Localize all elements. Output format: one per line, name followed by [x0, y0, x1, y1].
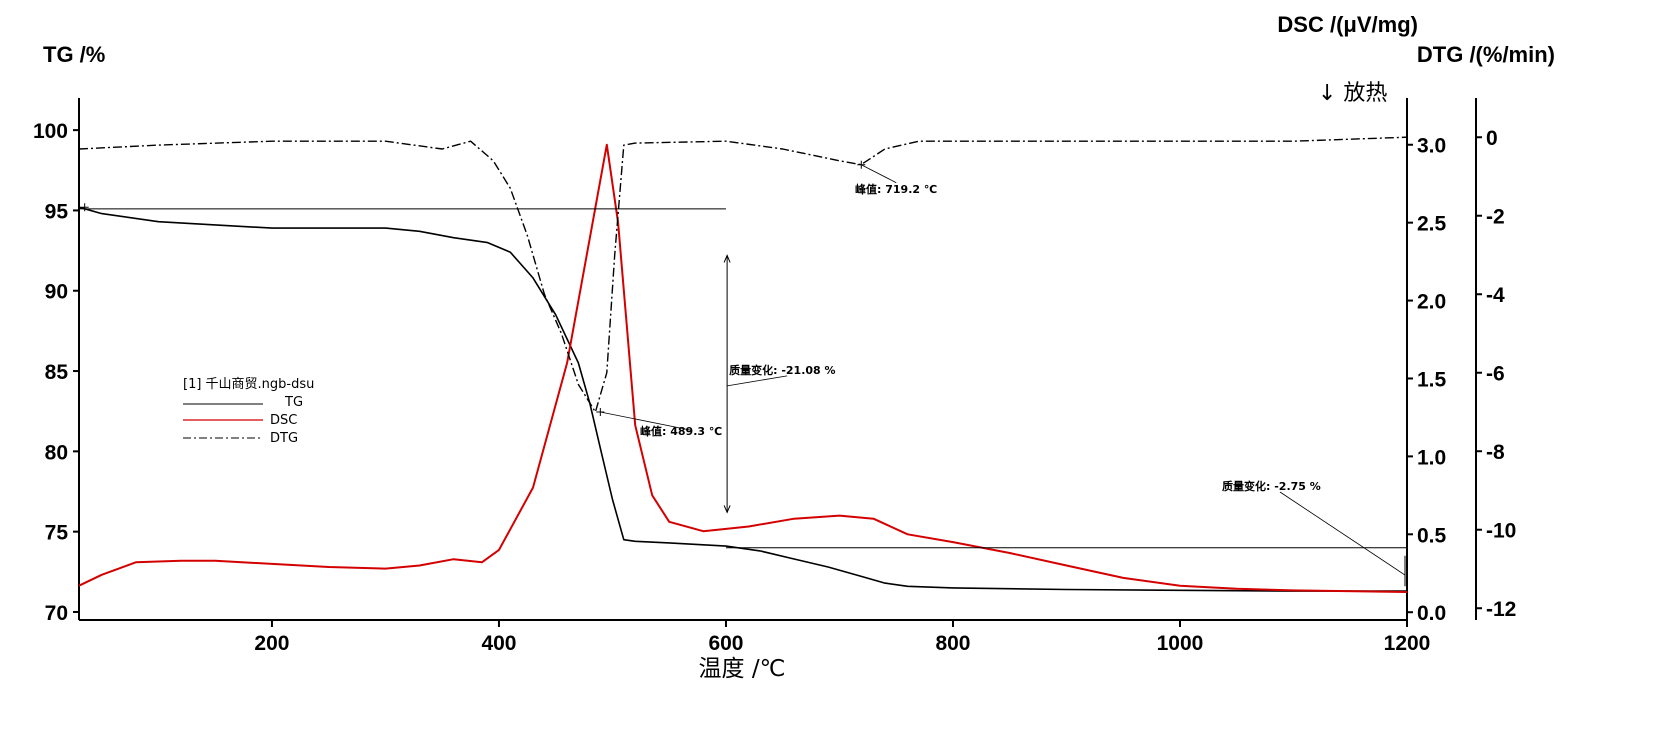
dtg-axis-title: DTG /(%/min)	[1417, 42, 1555, 67]
exotherm-label: ↓ 放热	[1318, 81, 1387, 106]
dtg-tick-label: 0	[1486, 127, 1498, 150]
legend-title: [1] 千山商贸.ngb-dsu	[183, 377, 314, 392]
mass-change-label-2: 质量变化: -2.75 %	[1222, 479, 1321, 493]
tg-tick-label: 80	[45, 441, 68, 464]
dsc-tick-label: 1.5	[1417, 368, 1447, 391]
peak-marker-489	[596, 407, 605, 416]
tg-tick-label: 100	[33, 120, 68, 143]
peak-label-489: 峰值: 489.3 ℃	[640, 424, 722, 438]
x-tick-label: 800	[935, 632, 970, 655]
dtg-tick-label: -12	[1486, 598, 1516, 621]
dsc-axis-title: DSC /(μV/mg)	[1277, 12, 1418, 37]
peak-label-719: 峰值: 719.2 ℃	[855, 182, 937, 196]
dsc-tick-label: 0.0	[1417, 602, 1446, 625]
dtg-tick-label: -10	[1486, 520, 1516, 543]
x-tick-label: 400	[481, 632, 516, 655]
dtg-curve	[78, 136, 1408, 413]
peak-leader-719	[861, 164, 897, 184]
dsc-tick-label: 3.0	[1417, 135, 1446, 158]
legend: [1] 千山商贸.ngb-dsu TG DSC DTG	[183, 377, 314, 446]
tg-tick-label: 95	[45, 200, 69, 223]
dsc-tick-label: 1.0	[1417, 446, 1446, 469]
tg-tick-label: 90	[45, 281, 68, 304]
mass-change-leader-1	[727, 375, 788, 387]
x-tick-label: 1000	[1157, 632, 1204, 655]
tg-start-marker	[80, 203, 89, 212]
dtg-tick-label: -8	[1486, 441, 1505, 464]
mass-change-leader-2	[1279, 491, 1406, 576]
legend-label-dtg: DTG	[270, 431, 298, 446]
peak-marker-719	[857, 160, 866, 169]
dtg-tick-label: -4	[1486, 284, 1505, 307]
tg-curve	[78, 206, 1407, 592]
x-tick-label: 600	[708, 632, 743, 655]
peak-leader-489	[600, 411, 691, 431]
legend-label-tg: TG	[284, 395, 303, 410]
dsc-tick-label: 2.5	[1417, 213, 1447, 236]
arrowhead	[723, 254, 731, 263]
x-axis-title: 温度 /℃	[699, 656, 786, 682]
dsc-tick-label: 2.0	[1417, 291, 1446, 314]
tg-tick-label: 70	[45, 602, 68, 625]
tg-axis-title: TG /%	[43, 42, 105, 67]
dsc-tick-label: 0.5	[1417, 524, 1447, 547]
dsc-curve	[78, 143, 1408, 593]
dtg-tick-label: -6	[1486, 363, 1505, 386]
tg-tick-label: 85	[45, 361, 69, 384]
legend-label-dsc: DSC	[270, 413, 297, 428]
mass-change-label-1: 质量变化: -21.08 %	[729, 363, 835, 377]
x-tick-label: 1200	[1384, 632, 1431, 655]
x-tick-label: 200	[254, 632, 289, 655]
arrowhead	[723, 505, 731, 514]
dtg-tick-label: -2	[1486, 206, 1505, 229]
tg-tick-label: 75	[45, 522, 69, 545]
